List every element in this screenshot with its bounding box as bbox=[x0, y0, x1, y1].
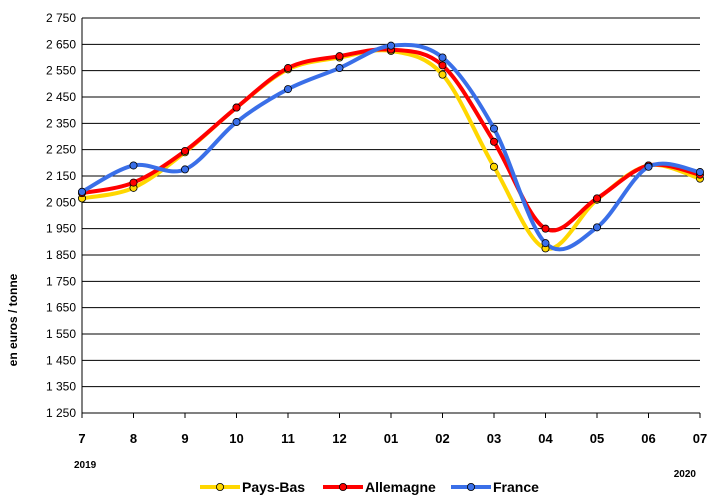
y-tick-label: 1 250 bbox=[46, 406, 76, 420]
data-point-france bbox=[644, 162, 653, 171]
data-point-france bbox=[180, 165, 189, 174]
data-point-pays-bas bbox=[438, 70, 447, 79]
x-tick-label: 06 bbox=[641, 431, 655, 446]
y-tick-label: 1 550 bbox=[46, 327, 76, 341]
data-point-france bbox=[283, 85, 292, 94]
data-point-allemagne bbox=[129, 178, 138, 187]
y-tick-label: 2 050 bbox=[46, 195, 76, 209]
y-tick-label: 1 850 bbox=[46, 248, 76, 262]
x-tick-label: 03 bbox=[487, 431, 501, 446]
legend-swatch-marker-allemagne bbox=[338, 482, 347, 491]
y-tick-labels: 1 250 1 350 1 450 1 550 1 650 1 750 1 850 1 950… bbox=[46, 11, 76, 420]
data-point-france bbox=[438, 53, 447, 62]
data-point-france bbox=[593, 223, 602, 232]
x-tick-label: 02 bbox=[435, 431, 449, 446]
year-label: 2019 bbox=[74, 460, 97, 471]
x-tick-label: 04 bbox=[538, 431, 553, 446]
legend-swatch-marker-france bbox=[466, 482, 475, 491]
legend: Pays-Bas Allemagne France bbox=[200, 479, 539, 495]
data-point-allemagne bbox=[593, 194, 602, 203]
legend-label-allemagne: Allemagne bbox=[365, 479, 436, 495]
year-label: 2020 bbox=[674, 469, 697, 480]
data-point-allemagne bbox=[335, 52, 344, 61]
x-tick-label: 7 bbox=[78, 431, 85, 446]
y-tick-label: 1 350 bbox=[46, 380, 76, 394]
data-point-france bbox=[335, 64, 344, 73]
y-tick-label: 2 450 bbox=[46, 90, 76, 104]
x-tick-label: 10 bbox=[229, 431, 243, 446]
legend-label-pays-bas: Pays-Bas bbox=[242, 479, 305, 495]
legend-swatch-marker-pays-bas bbox=[215, 482, 224, 491]
y-tick-label: 2 650 bbox=[46, 37, 76, 51]
x-tick-label: 8 bbox=[130, 431, 137, 446]
y-tick-label: 1 750 bbox=[46, 274, 76, 288]
legend-label-france: France bbox=[493, 479, 539, 495]
data-point-france bbox=[232, 118, 241, 127]
data-point-allemagne bbox=[180, 146, 189, 155]
y-tick-label: 2 350 bbox=[46, 116, 76, 130]
data-point-allemagne bbox=[438, 61, 447, 70]
series-markers bbox=[78, 41, 705, 253]
data-point-france bbox=[696, 168, 705, 177]
y-tick-label: 1 450 bbox=[46, 353, 76, 367]
data-point-allemagne bbox=[541, 224, 550, 233]
x-tick-label: 01 bbox=[384, 431, 398, 446]
series-lines bbox=[80, 42, 702, 252]
y-tick-label: 2 550 bbox=[46, 64, 76, 78]
x-tick-label: 9 bbox=[181, 431, 188, 446]
y-tick-label: 2 750 bbox=[46, 11, 76, 25]
x-tick-label: 05 bbox=[590, 431, 604, 446]
data-point-pays-bas bbox=[489, 162, 498, 171]
y-axis-label: en euros / tonne bbox=[6, 273, 20, 366]
series-line-allemagne bbox=[80, 47, 702, 233]
y-tick-label: 1 950 bbox=[46, 222, 76, 236]
data-point-france bbox=[78, 187, 87, 196]
x-tick-label: 07 bbox=[693, 431, 707, 446]
x-tick-label: 11 bbox=[281, 431, 295, 446]
y-tick-label: 1 650 bbox=[46, 301, 76, 315]
data-point-allemagne bbox=[232, 103, 241, 112]
year-labels: 2019 2020 bbox=[74, 460, 696, 480]
data-point-france bbox=[129, 161, 138, 170]
y-tick-label: 2 150 bbox=[46, 169, 76, 183]
series-line-france bbox=[80, 42, 702, 252]
data-point-allemagne bbox=[489, 137, 498, 146]
data-point-allemagne bbox=[283, 64, 292, 73]
data-point-france bbox=[489, 124, 498, 133]
data-point-france bbox=[386, 41, 395, 50]
x-tick-label: 12 bbox=[332, 431, 346, 446]
data-point-france bbox=[541, 239, 550, 248]
x-tick-labels: 7 8 9 10 11 12 01 02 03 04 05 06 07 bbox=[78, 431, 707, 446]
axes bbox=[81, 18, 701, 418]
y-tick-label: 2 250 bbox=[46, 143, 76, 157]
